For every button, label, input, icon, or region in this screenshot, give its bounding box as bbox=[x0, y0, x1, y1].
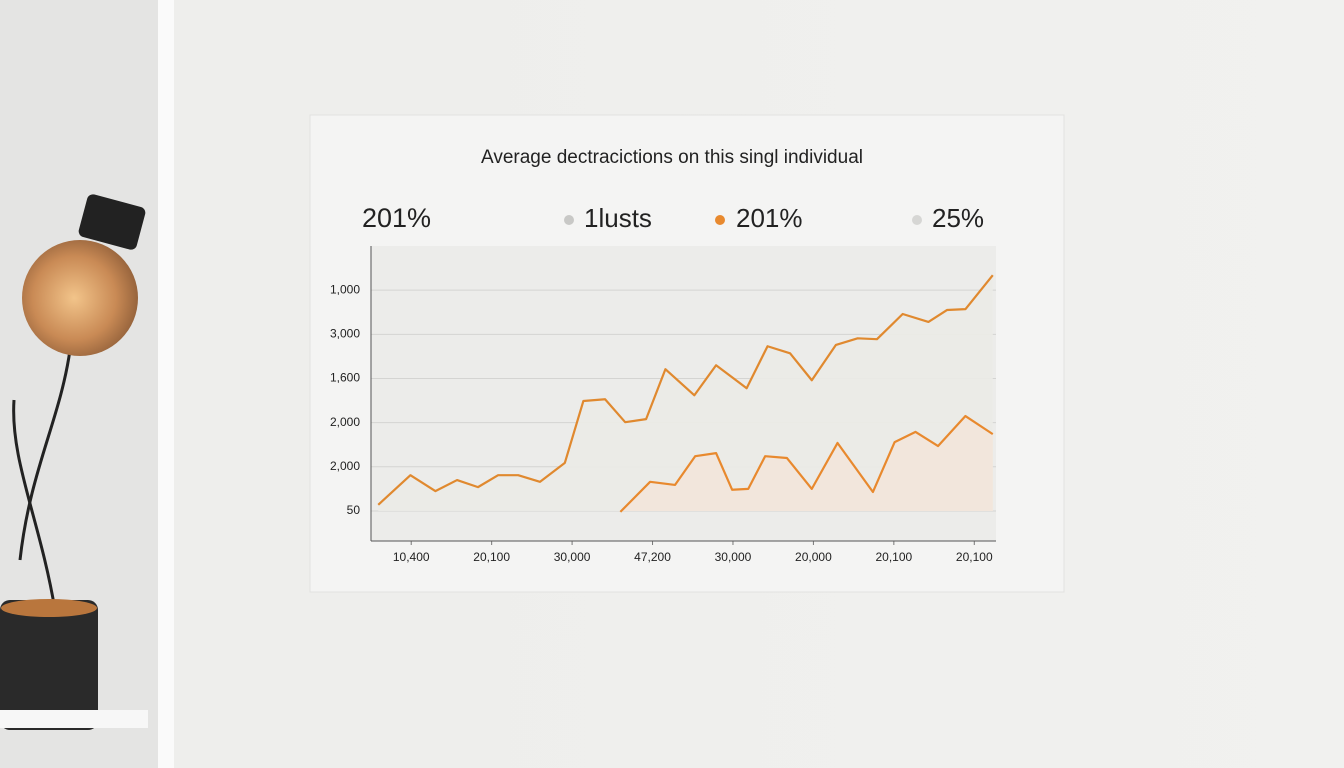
legend-swatch bbox=[564, 215, 574, 225]
legend-label: 201% bbox=[736, 203, 803, 233]
x-tick-label: 30,000 bbox=[715, 550, 752, 564]
y-tick-label: 2,000 bbox=[330, 415, 360, 429]
legend-swatch bbox=[912, 215, 922, 225]
chart-title: Average dectracictions on this singl ind… bbox=[481, 147, 863, 168]
x-tick-label: 20,000 bbox=[795, 550, 832, 564]
legend-swatch bbox=[715, 215, 725, 225]
y-tick-label: 1,000 bbox=[330, 282, 360, 296]
lamp-wire bbox=[12, 399, 57, 611]
x-tick-label: 30,000 bbox=[554, 550, 591, 564]
y-tick-label: 1,600 bbox=[330, 371, 360, 385]
y-tick-label: 3,000 bbox=[330, 326, 360, 340]
pot-rim bbox=[1, 599, 97, 617]
pillar-edge bbox=[158, 0, 174, 768]
legend-label: 25% bbox=[932, 203, 984, 233]
bulb bbox=[22, 240, 138, 356]
x-tick-label: 20,100 bbox=[875, 550, 912, 564]
x-tick-label: 20,100 bbox=[956, 550, 993, 564]
lamp-socket bbox=[78, 194, 146, 250]
header-value: 201% bbox=[362, 203, 431, 233]
line bbox=[619, 414, 994, 513]
x-tick-label: 47,200 bbox=[634, 550, 671, 564]
legend-label: 1lusts bbox=[584, 203, 652, 233]
shelf bbox=[0, 710, 148, 728]
y-tick-label: 50 bbox=[347, 503, 361, 517]
x-tick-label: 10,400 bbox=[393, 550, 430, 564]
lamp-wire bbox=[18, 349, 72, 561]
line bbox=[377, 274, 994, 506]
pot bbox=[0, 600, 98, 730]
x-tick-label: 20,100 bbox=[473, 550, 510, 564]
y-tick-label: 2,000 bbox=[330, 459, 360, 473]
chart: 50 2,000 2,000 1,600 3,000 1,000 10,400 20,100 3… bbox=[330, 203, 996, 564]
